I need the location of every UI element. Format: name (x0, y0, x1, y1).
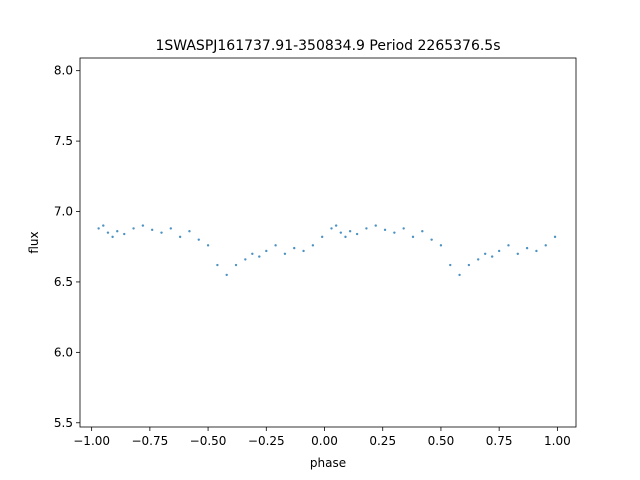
data-point (169, 227, 173, 230)
data-point (320, 235, 324, 239)
data-point (516, 252, 519, 255)
x-tick-label: −0.25 (248, 434, 285, 448)
y-tick-label: 7.5 (54, 134, 73, 148)
data-point (311, 244, 315, 247)
data-point (383, 228, 387, 232)
data-point (150, 228, 154, 232)
x-tick-label: 0.00 (311, 434, 338, 448)
data-point (411, 235, 415, 239)
data-point (244, 258, 247, 261)
chart-title: 1SWASPJ161737.91-350834.9 Period 2265376… (155, 38, 500, 54)
data-point (393, 231, 396, 234)
data-point (111, 235, 114, 239)
y-tick-label: 7.0 (54, 205, 73, 219)
y-axis-ticks: 5.5 6.0 6.5 7.0 7.5 8.0 (54, 64, 80, 430)
data-point (344, 235, 347, 239)
y-tick-label: 8.0 (54, 64, 73, 78)
data-point (334, 224, 338, 227)
y-axis-label: flux (27, 231, 41, 253)
data-point (274, 244, 277, 247)
data-point (439, 244, 443, 247)
x-tick-label: −1.00 (73, 434, 110, 448)
data-point (348, 230, 352, 233)
x-tick-label: 0.50 (428, 434, 455, 448)
data-point (553, 235, 557, 239)
data-point (490, 255, 494, 258)
x-tick-label: −0.75 (131, 434, 168, 448)
data-point (544, 244, 547, 247)
data-point (330, 227, 333, 230)
data-point (141, 224, 145, 227)
y-tick-label: 6.0 (54, 345, 73, 359)
data-point (339, 231, 343, 234)
data-point (535, 249, 538, 253)
data-point (258, 255, 261, 258)
data-point (497, 249, 501, 253)
data-point (402, 227, 405, 230)
data-point (507, 244, 510, 247)
x-tick-label: 0.25 (369, 434, 396, 448)
plot-frame (79, 57, 577, 428)
x-tick-label: 1.00 (544, 434, 571, 448)
data-point (188, 230, 191, 233)
data-point (265, 249, 268, 253)
data-point (234, 263, 238, 267)
data-point (467, 263, 471, 267)
y-tick-label: 6.5 (54, 275, 73, 289)
data-point (476, 258, 480, 261)
data-point (132, 227, 135, 230)
data-point (123, 232, 126, 236)
data-point (458, 273, 461, 277)
data-point (430, 238, 433, 241)
data-point (102, 224, 105, 227)
data-point (160, 231, 163, 234)
data-point (97, 227, 100, 230)
data-point (483, 252, 487, 255)
data-point (106, 231, 110, 234)
data-point (525, 246, 529, 250)
data-point (216, 263, 219, 267)
data-point (365, 227, 368, 230)
data-point (355, 232, 359, 236)
data-point (197, 238, 200, 241)
data-point (374, 224, 377, 227)
data-point (116, 230, 119, 233)
data-points (97, 224, 557, 277)
x-tick-label: −0.50 (190, 434, 227, 448)
x-axis-label: phase (310, 456, 346, 470)
data-point (178, 235, 182, 239)
x-tick-label: 0.75 (486, 434, 513, 448)
data-point (302, 249, 305, 253)
data-point (421, 230, 424, 233)
data-point (206, 244, 210, 247)
data-point (283, 252, 287, 255)
data-point (293, 246, 296, 250)
data-point (449, 263, 452, 267)
data-point (225, 273, 228, 277)
data-point (251, 252, 254, 255)
x-axis-ticks: −1.00 −0.75 −0.50 −0.25 0.00 0.25 0.50 0.75 1.00 (73, 427, 571, 448)
y-tick-label: 5.5 (54, 416, 73, 430)
